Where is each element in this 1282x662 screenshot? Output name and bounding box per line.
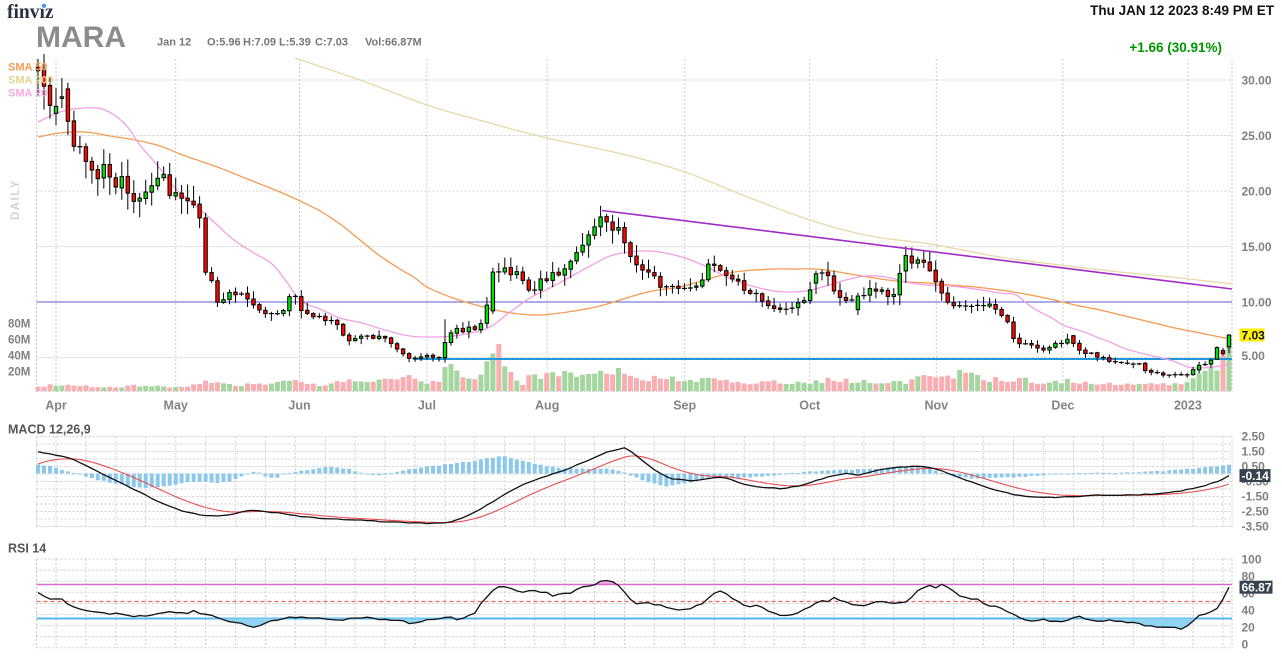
svg-text:Jul: Jul (418, 399, 436, 413)
svg-text:20: 20 (1242, 620, 1256, 634)
svg-text:Jan 12: Jan 12 (157, 37, 191, 49)
svg-text:-0.14: -0.14 (1242, 469, 1270, 483)
svg-text:30.00: 30.00 (1242, 73, 1272, 87)
svg-text:Dec: Dec (1051, 399, 1074, 413)
svg-text:SMA 200: SMA 200 (8, 75, 53, 87)
svg-text:2.50: 2.50 (1242, 429, 1266, 443)
svg-text:Thu JAN 12 2023 8:49 PM ET: Thu JAN 12 2023 8:49 PM ET (1090, 3, 1275, 18)
svg-text:Nov: Nov (924, 399, 948, 413)
svg-text:DAILY: DAILY (10, 179, 22, 220)
svg-text:40: 40 (1242, 603, 1256, 617)
svg-text:Vol:66.87M: Vol:66.87M (365, 37, 422, 49)
svg-text:-2.50: -2.50 (1242, 504, 1270, 518)
svg-text:80: 80 (1242, 569, 1256, 583)
svg-text:C:7.03: C:7.03 (315, 37, 348, 49)
svg-text:0: 0 (1242, 637, 1249, 651)
svg-text:O:5.96: O:5.96 (207, 37, 241, 49)
svg-text:MARA: MARA (36, 21, 126, 54)
svg-text:H:7.09: H:7.09 (243, 37, 276, 49)
svg-text:2023: 2023 (1174, 399, 1202, 413)
svg-text:60M: 60M (8, 335, 30, 347)
svg-text:80M: 80M (8, 319, 30, 331)
svg-text:Sep: Sep (673, 399, 696, 413)
svg-text:May: May (164, 399, 188, 413)
svg-text:MACD 12,26,9: MACD 12,26,9 (8, 423, 91, 437)
svg-text:Jun: Jun (288, 399, 310, 413)
svg-text:7.03: 7.03 (1242, 328, 1266, 342)
svg-text:+1.66 (30.91%): +1.66 (30.91%) (1129, 40, 1222, 55)
svg-text:SMA 20: SMA 20 (8, 88, 47, 100)
svg-text:100: 100 (1242, 552, 1262, 566)
svg-text:SMA 50: SMA 50 (8, 62, 47, 74)
svg-text:10.00: 10.00 (1242, 295, 1272, 309)
svg-text:40M: 40M (8, 351, 30, 363)
svg-text:-3.50: -3.50 (1242, 519, 1270, 533)
svg-text:Aug: Aug (535, 399, 559, 413)
svg-text:L:5.39: L:5.39 (279, 37, 311, 49)
svg-text:15.00: 15.00 (1242, 240, 1272, 254)
svg-text:1.50: 1.50 (1242, 444, 1266, 458)
svg-text:Oct: Oct (799, 399, 821, 413)
svg-text:RSI 14: RSI 14 (8, 542, 46, 556)
svg-text:Apr: Apr (45, 399, 67, 413)
svg-text:20M: 20M (8, 367, 30, 379)
svg-text:25.00: 25.00 (1242, 129, 1272, 143)
svg-text:-1.50: -1.50 (1242, 489, 1270, 503)
svg-text:66.87: 66.87 (1242, 581, 1272, 595)
svg-text:20.00: 20.00 (1242, 184, 1272, 198)
svg-text:5.00: 5.00 (1242, 349, 1266, 363)
